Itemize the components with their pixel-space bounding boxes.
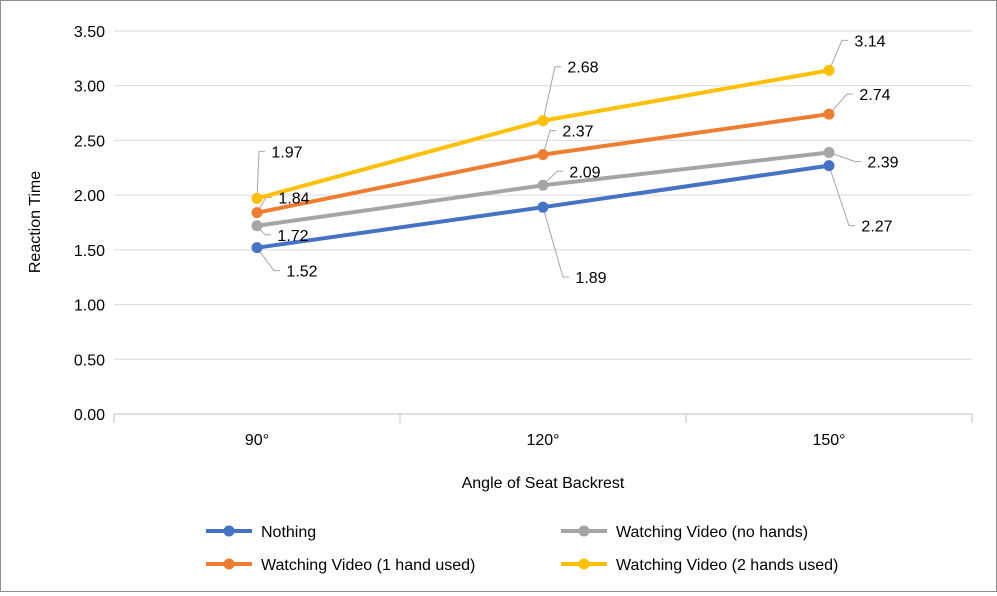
data-label-leader [542, 130, 556, 155]
data-point [823, 146, 835, 158]
y-tick-label: 3.50 [74, 24, 105, 41]
gridlines [114, 30, 972, 360]
legend-marker [578, 525, 590, 537]
legend: Nothing Watching Video (no hands) Watching… [206, 524, 838, 574]
data-label: 2.74 [859, 87, 890, 104]
data-label-leader [542, 66, 561, 121]
data-label-leader [542, 170, 563, 186]
data-label: 1.97 [271, 144, 302, 161]
data-point [251, 192, 263, 204]
y-axis-title: Reaction Time [27, 171, 44, 273]
data-point [251, 220, 263, 232]
data-point [823, 160, 835, 172]
data-point [537, 179, 549, 191]
axes [113, 413, 973, 423]
data-label: 2.27 [861, 219, 892, 236]
data-point [537, 115, 549, 127]
data-label: 2.37 [562, 124, 593, 141]
data-label-leader [256, 150, 265, 199]
data-label-leader [828, 93, 853, 115]
data-label: 1.84 [278, 191, 309, 208]
y-tick-label: 1.00 [74, 298, 105, 315]
data-label-leader [256, 247, 280, 272]
data-point [823, 108, 835, 120]
data-point [537, 201, 549, 213]
y-tick-label: 0.50 [74, 352, 105, 369]
legend-entry: Watching Video (no hands) [616, 524, 808, 541]
data-points [251, 64, 835, 254]
data-label-leader [828, 39, 848, 71]
x-tick-label: 90° [245, 432, 269, 449]
y-tick-label: 3.00 [74, 79, 105, 96]
y-tick-label: 2.00 [74, 188, 105, 205]
x-axis-title: Angle of Seat Backrest [462, 475, 625, 492]
legend-marker [578, 558, 590, 570]
y-tick-label: 1.50 [74, 243, 105, 260]
x-tick-label: 120° [526, 432, 559, 449]
data-label: 1.52 [286, 264, 317, 281]
data-label: 3.14 [854, 33, 885, 50]
legend-entry: Watching Video (1 hand used) [261, 557, 475, 574]
data-label-leaders [256, 39, 861, 278]
data-label-leader [828, 151, 861, 162]
data-point [251, 242, 263, 254]
data-point [537, 149, 549, 161]
legend-marker [223, 525, 235, 537]
x-tick-labels: 90° 120° 150° [245, 432, 846, 449]
data-label: 2.68 [567, 60, 598, 77]
legend-entry: Watching Video (2 hands used) [616, 557, 838, 574]
legend-entry: Nothing [261, 524, 316, 541]
y-tick-label: 2.50 [74, 133, 105, 150]
data-label: 1.89 [575, 270, 606, 287]
data-label-leader [542, 207, 569, 278]
x-tick-label: 150° [812, 432, 845, 449]
data-label: 2.09 [569, 164, 600, 181]
y-tick-label: 0.00 [74, 407, 105, 424]
y-tick-labels: 0.00 0.50 1.00 1.50 2.00 2.50 3.00 3.50 [74, 24, 105, 424]
data-labels: 1.52 1.89 2.27 1.72 2.09 2.39 1.84 2.37 2.74 1.97… [271, 33, 898, 287]
data-point [251, 207, 263, 219]
data-label: 2.39 [867, 154, 898, 171]
data-point [823, 64, 835, 76]
data-label: 1.72 [277, 228, 308, 245]
legend-marker [223, 558, 235, 570]
data-label-leader [828, 165, 855, 227]
